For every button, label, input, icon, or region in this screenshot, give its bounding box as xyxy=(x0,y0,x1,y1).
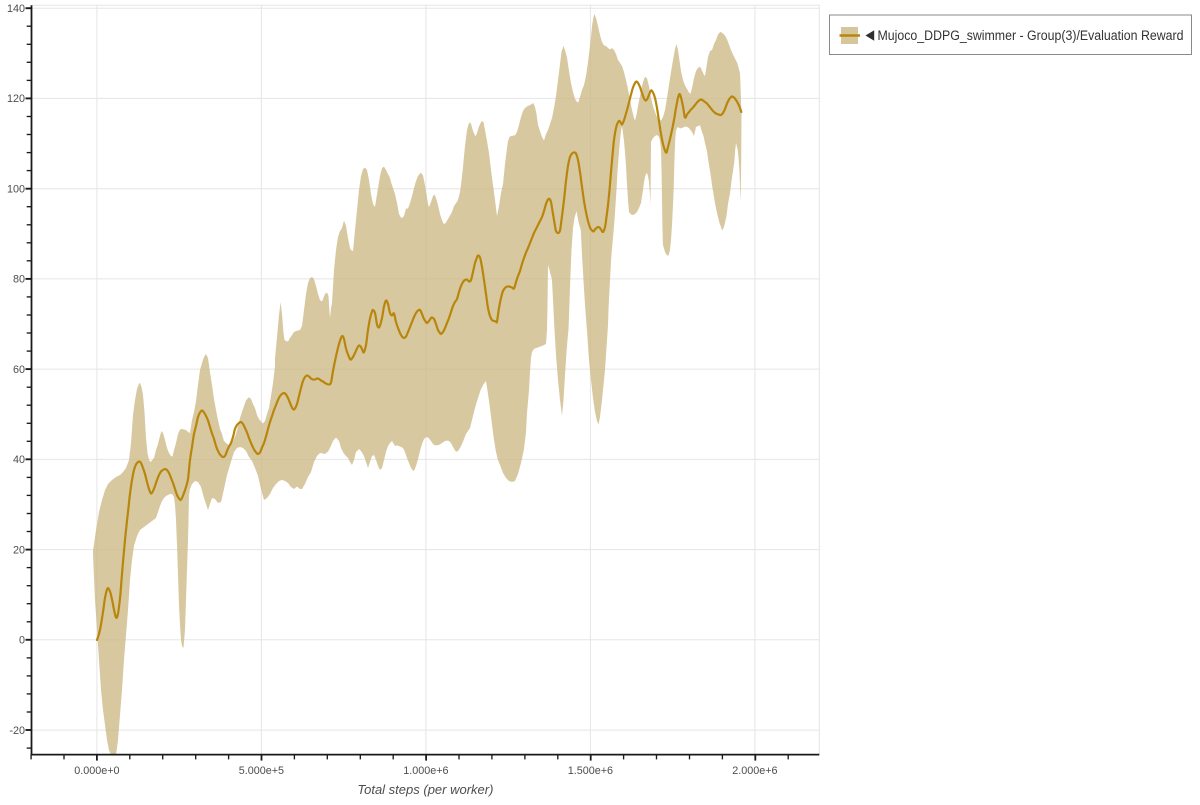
svg-text:2.000e+6: 2.000e+6 xyxy=(732,765,777,777)
svg-text:40: 40 xyxy=(13,454,25,466)
svg-text:0.000e+0: 0.000e+0 xyxy=(74,765,119,777)
svg-text:1.000e+6: 1.000e+6 xyxy=(403,765,448,777)
svg-text:20: 20 xyxy=(13,544,25,556)
svg-text:60: 60 xyxy=(13,364,25,376)
svg-text:80: 80 xyxy=(13,274,25,286)
svg-text:Mujoco_DDPG_swimmer - Group(3): Mujoco_DDPG_swimmer - Group(3)/Evaluatio… xyxy=(878,28,1184,43)
svg-text:1.500e+6: 1.500e+6 xyxy=(568,765,613,777)
svg-text:0: 0 xyxy=(19,635,25,647)
svg-text:Total steps (per worker): Total steps (per worker) xyxy=(357,782,493,797)
svg-text:100: 100 xyxy=(7,184,25,196)
svg-text:5.000e+5: 5.000e+5 xyxy=(239,765,284,777)
svg-text:120: 120 xyxy=(7,93,25,105)
svg-text:140: 140 xyxy=(7,3,25,15)
svg-text:-20: -20 xyxy=(9,725,25,737)
